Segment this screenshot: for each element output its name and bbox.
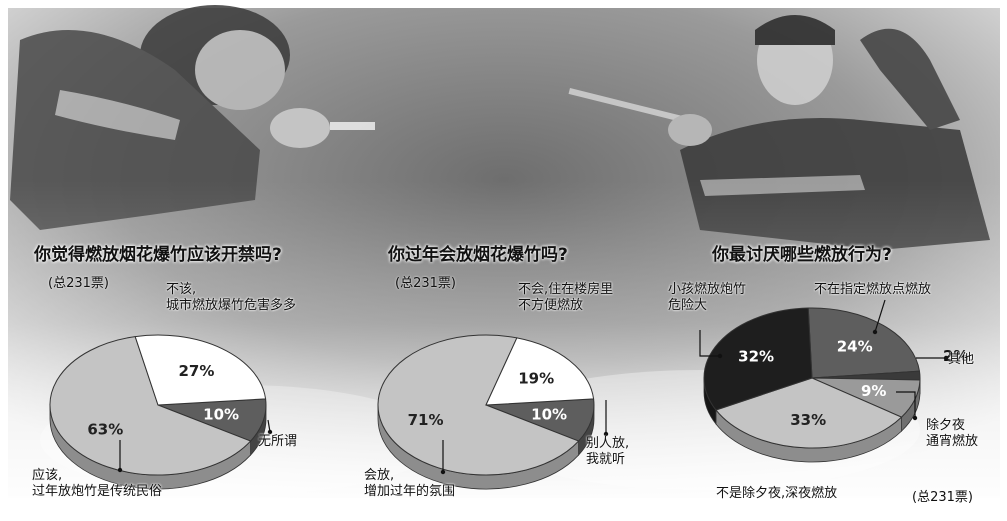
chart-1-label-should-not: 不该, 城市燃放爆竹危害多多 xyxy=(166,282,297,313)
chart-3-label-children: 小孩燃放炮竹 危险大 xyxy=(668,282,747,313)
chart-1-total: (总231票) xyxy=(48,276,109,291)
pie-1-pct-label-1: 27% xyxy=(179,362,215,380)
chart-2-title: 你过年会放烟花爆竹吗? xyxy=(388,245,568,265)
leader-dot-3 xyxy=(603,431,609,437)
chart-3-label-newyear-eve: 除夕夜 通宵燃放 xyxy=(926,418,979,449)
chart-3-label-late-night: 不是除夕夜,深夜燃放 xyxy=(716,486,838,501)
chart-2-total: (总231票) xyxy=(395,276,456,291)
chart-3-label-not-designated: 不在指定燃放点燃放 xyxy=(814,282,932,297)
chart-3-total: (总231票) xyxy=(912,490,973,505)
pie-chart-2: 10% 71% 19% xyxy=(377,334,595,490)
pie-1-slice-1 xyxy=(134,334,267,406)
pie-charts: 10% 63% 27% 10% 71% 19% 24% 2% 9% 33% 32% xyxy=(49,307,968,490)
pie-3-pct-label-3: 9% xyxy=(861,382,886,400)
pie-3-pct-label-1: 24% xyxy=(837,337,873,355)
leader-dot-0 xyxy=(117,467,123,473)
pie-2-pct-label-0: 71% xyxy=(408,411,444,429)
pie-3-pct-label-2: 2% xyxy=(943,347,968,365)
chart-2-label-will-not: 不会,住在楼房里 不方便燃放 xyxy=(518,282,614,313)
label-leaders xyxy=(117,299,949,475)
chart-2-label-listen: 别人放, 我就听 xyxy=(586,436,630,467)
chart-1-label-indifferent: 无所谓 xyxy=(258,434,298,449)
pie-2-pct-label-1: 19% xyxy=(518,369,554,387)
chart-1-label-should: 应该, 过年放炮竹是传统民俗 xyxy=(32,468,163,499)
pie-3-slice-4 xyxy=(715,377,903,449)
chart-3-title: 你最讨厌哪些燃放行为? xyxy=(712,245,892,265)
pie-3-slice-1 xyxy=(807,307,921,379)
chart-1-title: 你觉得燃放烟花爆竹应该开禁吗? xyxy=(34,245,282,265)
pie-chart-1: 10% 63% 27% xyxy=(49,334,267,490)
leader-dot-5 xyxy=(872,329,878,335)
leader-dot-4 xyxy=(717,353,723,359)
leader-dot-6 xyxy=(943,355,949,361)
chart-2-label-will: 会放, 增加过年的氛围 xyxy=(364,468,456,499)
leader-line-4 xyxy=(699,330,720,357)
pie-2-slice-0 xyxy=(377,334,580,476)
pie-3-slice-0 xyxy=(703,307,813,411)
chart-3-label-other: 其他 xyxy=(948,352,975,367)
pie-3-pct-label-0: 32% xyxy=(738,348,774,366)
pie-1-pct-label-0: 63% xyxy=(87,420,123,438)
leader-line-5 xyxy=(874,299,886,333)
leader-line-7 xyxy=(896,391,916,418)
pie-1-slice-0 xyxy=(49,336,252,476)
leader-dot-2 xyxy=(440,469,446,475)
pie-chart-3: 24% 2% 9% 33% 32% xyxy=(703,307,968,463)
pie-2-pct-label-2: 10% xyxy=(531,405,567,423)
pie-1-pct-label-2: 10% xyxy=(203,405,239,423)
pie-3-pct-label-4: 33% xyxy=(790,411,826,429)
leader-dot-7 xyxy=(912,415,918,421)
pie-2-slice-1 xyxy=(485,337,595,406)
leader-dot-1 xyxy=(267,429,273,435)
